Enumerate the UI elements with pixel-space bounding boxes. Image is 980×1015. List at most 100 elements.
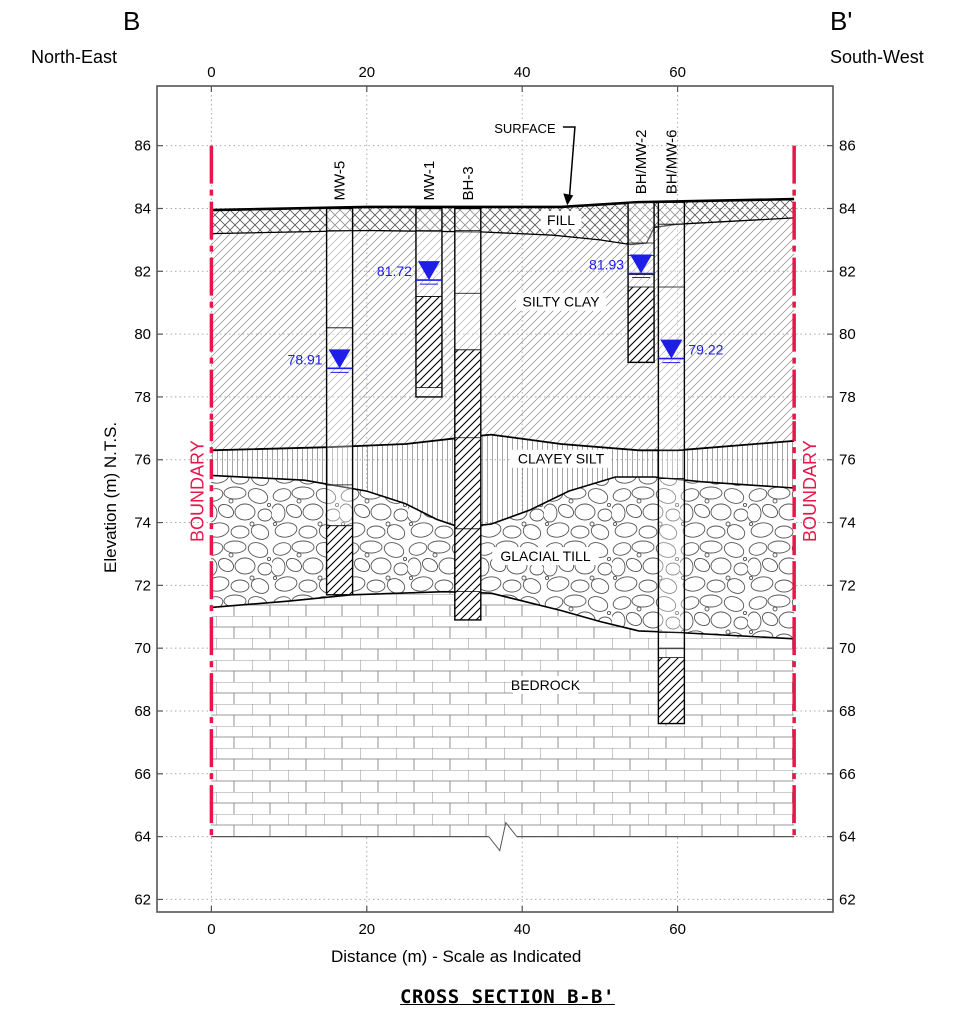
y-tick-label-left: 62 xyxy=(134,891,151,908)
fill-label-bg xyxy=(540,211,582,230)
sample-zone xyxy=(658,657,685,724)
scale-break-symbol xyxy=(488,821,518,852)
borehole-bh-mw-2: BH/MW-2 81.93 xyxy=(589,129,655,364)
y-tick-label-right: 78 xyxy=(839,389,856,406)
y-tick-label-right: 74 xyxy=(839,515,856,532)
y-tick-label-right: 86 xyxy=(839,138,856,155)
water-level-label: 81.93 xyxy=(589,256,624,272)
silty-clay-label-bg xyxy=(516,292,607,311)
water-level-icon xyxy=(660,339,683,359)
sample-zone xyxy=(454,349,481,620)
borehole-label: BH/MW-6 xyxy=(663,129,680,194)
borehole-label: MW-5 xyxy=(332,161,349,201)
y-tick-label-left: 80 xyxy=(134,326,151,343)
borehole-bh-3: BH-3 xyxy=(454,166,482,621)
y-tick-label-left: 84 xyxy=(134,200,151,217)
y-tick-label-left: 82 xyxy=(134,263,151,280)
y-tick-label-right: 70 xyxy=(839,640,856,657)
y-tick-label-left: 86 xyxy=(134,138,151,155)
x-tick-label-bottom: 40 xyxy=(514,921,531,938)
water-level-icon xyxy=(630,254,653,274)
surface-label-bg xyxy=(488,118,561,137)
boundary-label: BOUNDARY xyxy=(800,440,820,542)
borehole-bh-mw-6: BH/MW-6 79.22 xyxy=(657,129,724,725)
borehole-column xyxy=(657,201,686,725)
y-tick-label-left: 74 xyxy=(134,515,151,532)
y-tick-label-right: 72 xyxy=(839,577,856,594)
x-tick-label-bottom: 0 xyxy=(207,921,215,938)
fill-layer xyxy=(211,199,795,245)
borehole-label: MW-1 xyxy=(421,161,438,201)
y-tick-label-right: 62 xyxy=(839,891,856,908)
plot-frame xyxy=(156,85,834,913)
boundary-lines: BOUNDARY BOUNDARY xyxy=(187,145,820,837)
bedrock-label: BEDROCK xyxy=(511,677,581,693)
water-level-icon xyxy=(417,261,440,281)
clayey-silt-base-line xyxy=(211,474,795,529)
boundary-label: BOUNDARY xyxy=(187,440,207,542)
silty-clay-layer xyxy=(211,217,795,451)
soil-layers xyxy=(211,197,795,838)
section-letter-left: B xyxy=(123,6,141,36)
y-tick-label-left: 78 xyxy=(134,389,151,406)
layer-labels: FILL SILTY CLAY CLAYEY SILT GLACIAL TILL BED… xyxy=(488,118,611,694)
clayey-silt-layer xyxy=(211,434,795,528)
borehole-column xyxy=(415,207,443,398)
x-tick-label-top: 0 xyxy=(207,64,215,81)
y-tick-label-left: 68 xyxy=(134,703,151,720)
glacial-till-label: GLACIAL TILL xyxy=(500,548,590,564)
borehole-label: BH-3 xyxy=(460,166,477,200)
section-title: CROSS SECTION B-B' xyxy=(400,986,615,1008)
x-tick-label-top: 20 xyxy=(358,64,375,81)
bedrock-layer xyxy=(211,591,795,837)
surface-label: SURFACE xyxy=(494,121,556,136)
glacial-till-label-bg xyxy=(492,547,599,566)
borehole-mw-5: MW-5 78.91 xyxy=(288,161,354,596)
axes: 0 0 20 20 40 40 60 60 62 62 64 64 66 66 68 68 70 70 72 72 74… xyxy=(134,64,855,938)
fill-base-line xyxy=(211,217,795,246)
y-tick-label-right: 64 xyxy=(839,829,856,846)
y-tick-label-right: 76 xyxy=(839,452,856,469)
sample-zone xyxy=(326,525,353,595)
y-tick-label-left: 76 xyxy=(134,452,151,469)
x-tick-label-top: 40 xyxy=(514,64,531,81)
x-tick-label-bottom: 60 xyxy=(669,921,686,938)
y-tick-label-right: 68 xyxy=(839,703,856,720)
ground-surface-line xyxy=(211,197,795,212)
section-letter-right: B' xyxy=(830,6,853,36)
y-tick-label-right: 66 xyxy=(839,766,856,783)
water-level-label: 81.72 xyxy=(377,263,412,279)
y-tick-label-left: 64 xyxy=(134,829,151,846)
borehole-mw-1: MW-1 81.72 xyxy=(377,161,443,398)
fill-label: FILL xyxy=(547,212,575,228)
sample-zone xyxy=(628,287,655,363)
borehole-column-bg xyxy=(658,202,685,724)
direction-right: South-West xyxy=(830,47,924,67)
borehole-label: BH/MW-2 xyxy=(633,129,650,194)
x-tick-label-top: 60 xyxy=(669,64,686,81)
y-tick-label-right: 82 xyxy=(839,263,856,280)
y-axis-label: Elevation (m) N.T.S. xyxy=(101,421,120,573)
y-tick-label-right: 84 xyxy=(839,200,856,217)
y-tick-label-right: 80 xyxy=(839,326,856,343)
surface-leader xyxy=(562,126,576,200)
sample-zone xyxy=(415,296,442,388)
water-level-label: 79.22 xyxy=(688,342,723,358)
borehole-column xyxy=(454,207,482,621)
x-tick-label-bottom: 20 xyxy=(358,921,375,938)
clayey-silt-label-bg xyxy=(511,449,611,468)
clayey-silt-label: CLAYEY SILT xyxy=(518,451,605,467)
direction-left: North-East xyxy=(31,47,118,67)
y-tick-label-left: 70 xyxy=(134,640,151,657)
bedrock-label-bg xyxy=(512,675,579,694)
x-axis-label: Distance (m) - Scale as Indicated xyxy=(331,947,582,966)
water-level-icon xyxy=(328,349,351,369)
y-tick-label-left: 72 xyxy=(134,577,151,594)
borehole-column xyxy=(627,201,655,364)
surface-arrowhead xyxy=(563,193,574,206)
silty-clay-label: SILTY CLAY xyxy=(523,294,601,310)
water-level-label: 78.91 xyxy=(288,351,323,367)
y-tick-label-left: 66 xyxy=(134,766,151,783)
